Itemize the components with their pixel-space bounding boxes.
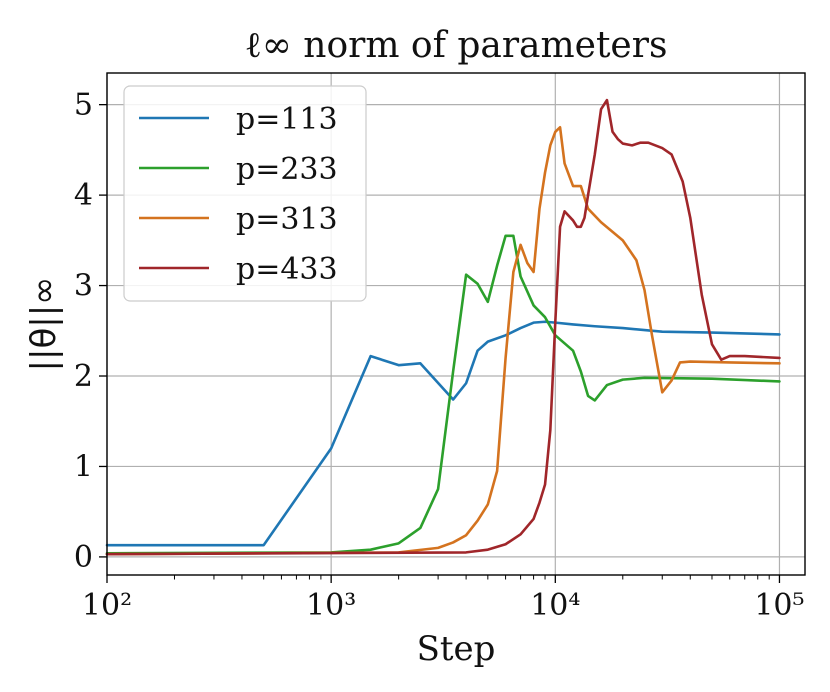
y-tick-label: 1 <box>74 449 93 484</box>
legend-label: p=233 <box>236 152 338 187</box>
plot-frame <box>106 72 806 576</box>
x-axis-label: Step <box>417 629 496 669</box>
legend-label: p=113 <box>236 102 338 137</box>
y-tick-label: 5 <box>74 88 93 123</box>
y-ticks: 0 1 2 3 4 5 <box>74 88 107 575</box>
y-tick-label: 0 <box>74 540 93 575</box>
series-layer <box>105 98 781 556</box>
chart-title: ℓ∞ norm of parameters <box>245 25 668 66</box>
x-tick-label: 10⁴ <box>530 588 580 623</box>
legend-label: p=433 <box>236 252 338 287</box>
x-tick-label: 10⁵ <box>754 588 804 623</box>
x-tick-label: 10³ <box>306 588 356 623</box>
legend-box <box>123 85 367 302</box>
y-tick-label: 4 <box>74 178 93 213</box>
series-line-p-433 <box>105 98 781 556</box>
y-tick-label: 3 <box>74 269 93 304</box>
x-tick-label: 10² <box>82 588 132 623</box>
y-axis-label: ||θ||∞ <box>24 277 64 372</box>
series-line-p-113 <box>105 320 781 547</box>
series-line-p-313 <box>105 125 781 556</box>
x-ticks: 10² 10³ 10⁴ 10⁵ <box>82 575 805 623</box>
y-tick-label: 2 <box>74 359 93 394</box>
legend-label: p=313 <box>236 202 338 237</box>
legend: p=113 p=233 p=313 p=433 <box>123 85 367 302</box>
